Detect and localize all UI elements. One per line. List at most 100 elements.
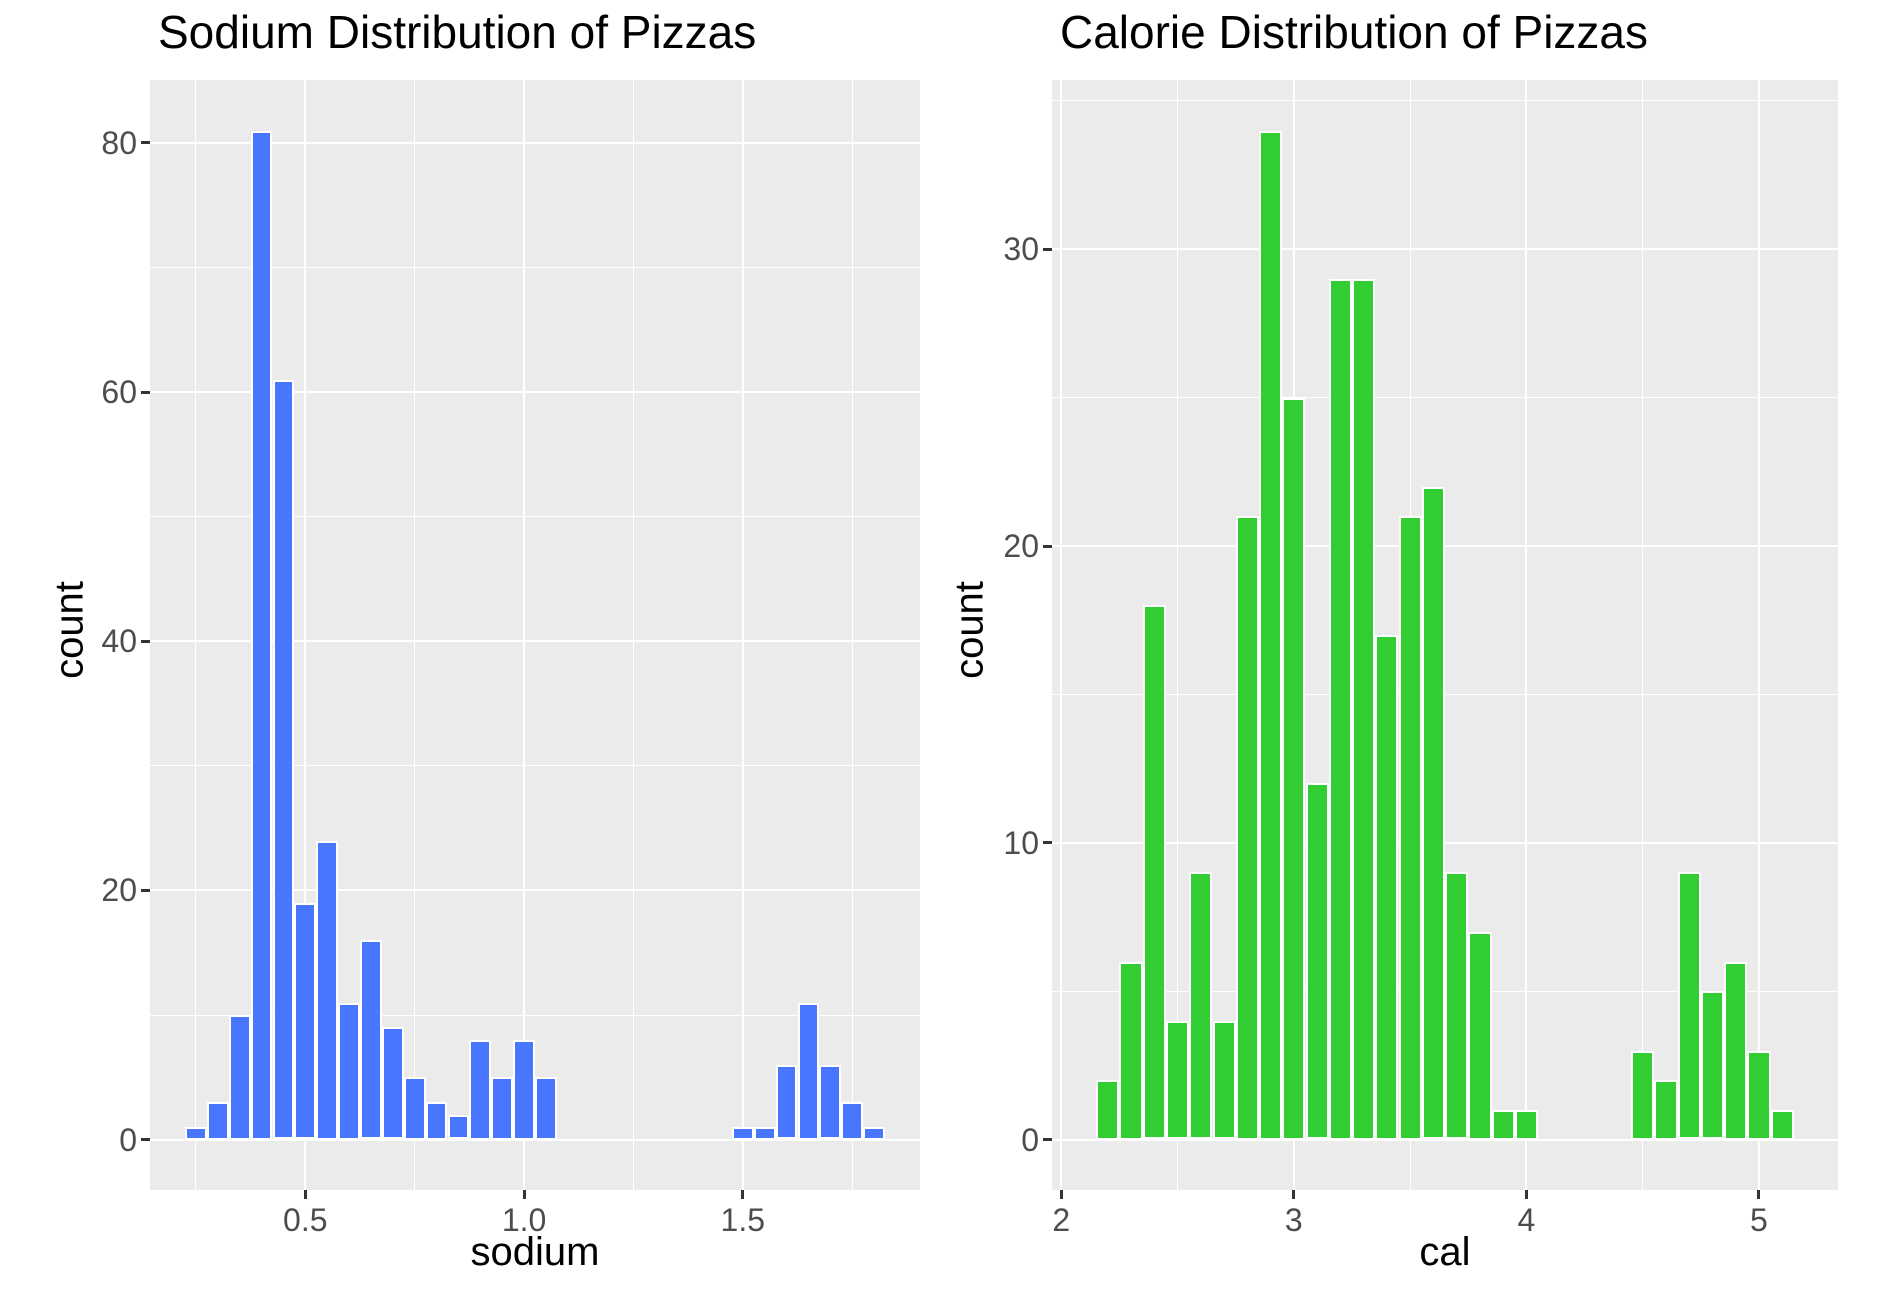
sodium-histogram-chart: Sodium Distribution of Pizzas count sodi… <box>48 6 920 1274</box>
x-major-gridline <box>1525 80 1528 1190</box>
y-tick-label: 20 <box>101 872 137 909</box>
histogram-bar <box>206 1102 229 1140</box>
calorie-histogram-chart: Calorie Distribution of Pizzas count cal… <box>939 0 1878 1293</box>
histogram-bar <box>1259 130 1283 1140</box>
histogram-bar <box>1165 1020 1190 1140</box>
histogram-bar <box>1700 991 1725 1140</box>
x-major-gridline <box>1060 80 1063 1190</box>
y-tick-label: 30 <box>1003 231 1039 268</box>
y-minor-gridline <box>150 765 920 767</box>
y-tick-label: 40 <box>101 623 137 660</box>
y-major-gridline <box>150 640 920 643</box>
x-axis-title: cal <box>1419 1230 1471 1274</box>
histogram-bar <box>1747 1050 1771 1140</box>
histogram-bar <box>338 1002 360 1140</box>
y-minor-gridline <box>150 516 920 518</box>
y-tick-label: 60 <box>101 374 137 411</box>
histogram-bar <box>797 1002 820 1140</box>
histogram-bar <box>863 1127 885 1140</box>
histogram-bar <box>403 1077 426 1140</box>
x-major-gridline <box>523 80 526 1190</box>
histogram-bar <box>1375 635 1399 1140</box>
histogram-bar <box>228 1015 251 1140</box>
x-tick-label: 0.5 <box>283 1202 328 1238</box>
histogram-bar <box>1631 1050 1655 1140</box>
histogram-bar <box>1305 783 1329 1140</box>
x-minor-gridline <box>1642 80 1644 1190</box>
histogram-bar <box>1328 278 1352 1140</box>
histogram-bar <box>1096 1080 1120 1140</box>
x-tick-mark <box>303 1190 307 1199</box>
histogram-bar <box>1398 516 1422 1140</box>
histogram-bar <box>513 1039 535 1140</box>
x-tick-label: 4 <box>1517 1202 1536 1238</box>
y-major-gridline <box>150 391 920 394</box>
histogram-bar <box>1654 1080 1678 1140</box>
histogram-bar <box>1352 278 1376 1140</box>
histogram-bar <box>731 1127 754 1140</box>
y-tick-label: 80 <box>101 124 137 161</box>
x-tick-label: 5 <box>1749 1202 1768 1238</box>
y-tick-mark <box>1043 841 1052 845</box>
histogram-bar <box>535 1077 557 1140</box>
histogram-bar <box>491 1077 514 1140</box>
y-tick-label: 10 <box>1003 824 1039 861</box>
histogram-bar <box>819 1064 842 1140</box>
histogram-bar <box>1282 397 1306 1140</box>
y-tick-mark <box>141 390 150 394</box>
plot-title: Sodium Distribution of Pizzas <box>158 6 757 58</box>
y-tick-label: 20 <box>1003 528 1039 564</box>
x-tick-mark <box>1292 1190 1296 1199</box>
histogram-bar <box>1421 486 1445 1140</box>
histogram-bar <box>1491 1109 1515 1140</box>
x-minor-gridline <box>851 80 853 1190</box>
y-major-gridline <box>1052 841 1838 844</box>
x-minor-gridline <box>1177 80 1179 1190</box>
histogram-bar <box>841 1102 864 1140</box>
x-minor-gridline <box>632 80 634 1190</box>
histogram-bar <box>250 130 273 1140</box>
x-major-gridline <box>1757 80 1760 1190</box>
histogram-bar <box>294 902 317 1140</box>
y-tick-mark <box>1043 247 1052 251</box>
y-tick-mark <box>141 888 150 892</box>
y-tick-label: 0 <box>119 1121 137 1158</box>
histogram-bar <box>753 1127 776 1140</box>
y-minor-gridline <box>150 267 920 268</box>
x-tick-mark <box>741 1190 745 1199</box>
y-major-gridline <box>1052 545 1838 547</box>
histogram-bar <box>1468 931 1492 1140</box>
x-tick-mark <box>522 1190 526 1199</box>
y-major-gridline <box>1052 1138 1838 1141</box>
y-tick-mark <box>141 141 150 145</box>
y-major-gridline <box>150 889 920 892</box>
histogram-bar <box>469 1039 492 1140</box>
y-major-gridline <box>150 141 920 144</box>
x-tick-label: 1.0 <box>501 1202 547 1238</box>
y-major-gridline <box>1052 248 1838 251</box>
histogram-bar <box>1514 1109 1539 1140</box>
y-tick-mark <box>141 639 150 643</box>
y-tick-mark <box>1043 544 1052 548</box>
x-tick-mark <box>1757 1190 1761 1199</box>
x-tick-mark <box>1524 1190 1528 1199</box>
y-minor-gridline <box>1052 693 1838 695</box>
x-tick-mark <box>1059 1190 1063 1199</box>
y-tick-label: 0 <box>1021 1121 1039 1158</box>
x-tick-label: 1.5 <box>720 1202 766 1238</box>
histogram-bar <box>1445 872 1469 1140</box>
histogram-bar <box>185 1127 207 1140</box>
histogram-bar <box>447 1114 470 1140</box>
y-minor-gridline <box>1052 100 1838 102</box>
y-minor-gridline <box>150 1014 920 1016</box>
histogram-bar <box>1189 872 1213 1140</box>
histogram-bar <box>316 840 339 1140</box>
histogram-bar <box>1770 1109 1794 1140</box>
histogram-bar <box>1677 872 1701 1140</box>
x-major-gridline <box>741 80 744 1190</box>
y-tick-mark <box>141 1138 150 1141</box>
x-tick-label: 2 <box>1052 1202 1071 1238</box>
y-minor-gridline <box>1052 397 1838 399</box>
